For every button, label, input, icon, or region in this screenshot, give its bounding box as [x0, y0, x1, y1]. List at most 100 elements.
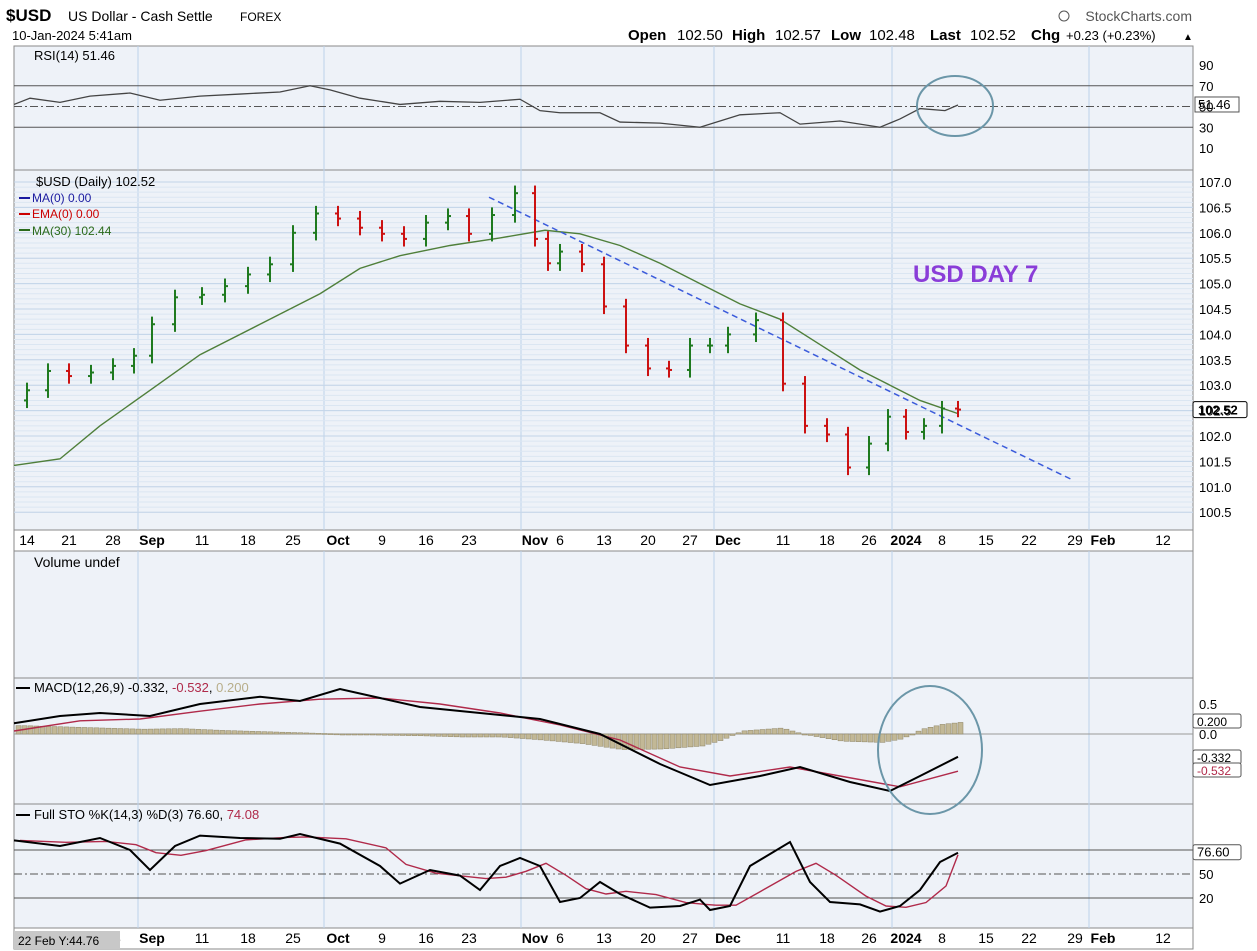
macd-hist-bar: [387, 733, 394, 736]
macd-hist-bar: [951, 722, 958, 735]
macd-badge-text: -0.532: [1197, 764, 1231, 778]
macd-hist-bar: [483, 733, 490, 738]
x-tick-label: 21: [61, 532, 77, 548]
x-tick-label: 11: [195, 930, 210, 946]
ohlc-bar: [824, 418, 830, 443]
macd-legend: MACD(12,26,9) -0.332, -0.532, 0.200: [16, 680, 249, 695]
macd-panel: 0.200 -0.332-0.532: [13, 685, 1242, 815]
ohlc-bar: [903, 409, 909, 440]
price-tick-label: 103.0: [1199, 378, 1232, 393]
macd-hist-bar: [285, 732, 292, 735]
macd-hist-bar: [765, 728, 772, 735]
macd-badge: [1192, 713, 1242, 729]
macd-hist-bar: [831, 733, 838, 741]
macd-hist-bar: [105, 727, 112, 735]
macd-hist-bar: [399, 733, 406, 736]
macd-hist-bar: [213, 729, 220, 735]
x-tick-label: 22: [1021, 532, 1037, 548]
macd-hist-bar: [255, 731, 262, 735]
brand-logo: StockCharts.com: [1085, 8, 1192, 24]
x-tick-label: 12: [1155, 532, 1171, 548]
macd-hist-bar: [303, 732, 310, 735]
macd-hist-bar: [693, 733, 700, 747]
svg-text:MACD(12,26,9) -0.332, -0.532,: MACD(12,26,9) -0.332, -0.532, 0.200: [34, 680, 249, 695]
x-tick-label: 29: [1067, 532, 1083, 548]
x-tick-label: Dec: [715, 930, 741, 946]
macd-hist-bar: [69, 726, 76, 735]
ohlc-bar: [45, 363, 51, 398]
macd-tick-label: 0.5: [1199, 697, 1217, 712]
last-value: 102.52: [970, 27, 1016, 44]
macd-hist-bar: [159, 728, 166, 735]
macd-hist-bar: [537, 733, 544, 741]
rsi-tick-label: 10: [1199, 141, 1213, 156]
ohlc-bar: [623, 298, 629, 354]
macd-hist-bar: [405, 733, 412, 736]
price-tick-label: 103.5: [1199, 353, 1232, 368]
ohlc-bar: [939, 400, 945, 434]
copyright-icon: [1058, 10, 1070, 22]
x-tick-label: 6: [556, 930, 564, 946]
macd-hist-bar: [519, 733, 526, 739]
macd-label-prefix: MACD(12,26,9): [34, 680, 128, 695]
macd-hist-bar: [687, 733, 694, 748]
ohlc-bar: [725, 326, 731, 354]
price-legend-ma0: MA(0) 0.00: [32, 191, 92, 205]
instrument-name: US Dollar - Cash Settle: [68, 8, 213, 24]
macd-hist-bar: [711, 733, 718, 743]
macd-hist-bar: [891, 733, 898, 741]
macd-hist-bar: [459, 733, 466, 738]
chg-label: Chg: [1031, 27, 1060, 44]
macd-hist-bar: [267, 731, 274, 735]
macd-hist-bar: [495, 733, 502, 738]
macd-hist-bar: [75, 727, 82, 735]
price-tick-label: 104.0: [1199, 327, 1232, 342]
macd-hist-bar: [903, 733, 910, 738]
macd-hist-bar: [657, 733, 664, 750]
macd-hist-bar: [333, 733, 340, 736]
macd-hist-bar: [153, 728, 160, 735]
macd-hist-bar: [147, 728, 154, 735]
macd-hist-bar: [315, 733, 322, 735]
macd-hist-bar: [699, 733, 706, 747]
x-tick-label: 13: [596, 532, 612, 548]
ohlc-bar: [172, 289, 178, 332]
macd-hist-bar: [633, 733, 640, 750]
ohlc-bar: [379, 220, 385, 242]
ohlc-bar: [687, 337, 693, 378]
price-tick-label: 100.5: [1199, 505, 1232, 520]
annotation-usd-day7: USD DAY 7: [913, 261, 1038, 288]
sto-k-line: [13, 832, 959, 913]
x-tick-label: Sep: [139, 930, 165, 946]
x-tick-label: Feb: [1091, 532, 1116, 548]
macd-hist-bar: [555, 733, 562, 742]
macd-hist-bar: [111, 728, 118, 735]
macd-hist-bar: [171, 728, 178, 735]
ohlc-bar: [110, 358, 116, 381]
macd-hist-bar: [357, 733, 364, 736]
high-value: 102.57: [775, 27, 821, 44]
macd-hist-bar: [99, 727, 106, 735]
macd-hist-bar: [573, 733, 580, 744]
macd-hist-bar: [813, 733, 820, 737]
x-tick-label: 14: [19, 532, 35, 548]
x-tick-label: 23: [461, 930, 477, 946]
macd-hist-bar: [957, 722, 964, 735]
macd-badge-text: 0.200: [1197, 715, 1227, 729]
price-legend-main: $USD (Daily) 102.52: [36, 174, 155, 189]
x-tick-label: 18: [819, 930, 835, 946]
macd-hist-bar: [411, 733, 418, 736]
downtrend-line: [488, 196, 1072, 480]
gridlines: [14, 46, 1193, 928]
panel-vol: [13, 550, 1194, 679]
macd-hist-bar: [117, 728, 124, 735]
macd-hist-bar: [669, 733, 676, 749]
macd-hist-bar: [219, 730, 226, 735]
price-tick-label: 102.0: [1199, 429, 1232, 444]
x-tick-label: 20: [640, 532, 656, 548]
macd-hist-bar: [27, 725, 34, 735]
macd-hist-bar: [837, 733, 844, 742]
macd-hist-bar: [675, 733, 682, 749]
last-price-badge-text: 102.52: [1198, 403, 1238, 418]
macd-value: -0.332: [128, 680, 165, 695]
